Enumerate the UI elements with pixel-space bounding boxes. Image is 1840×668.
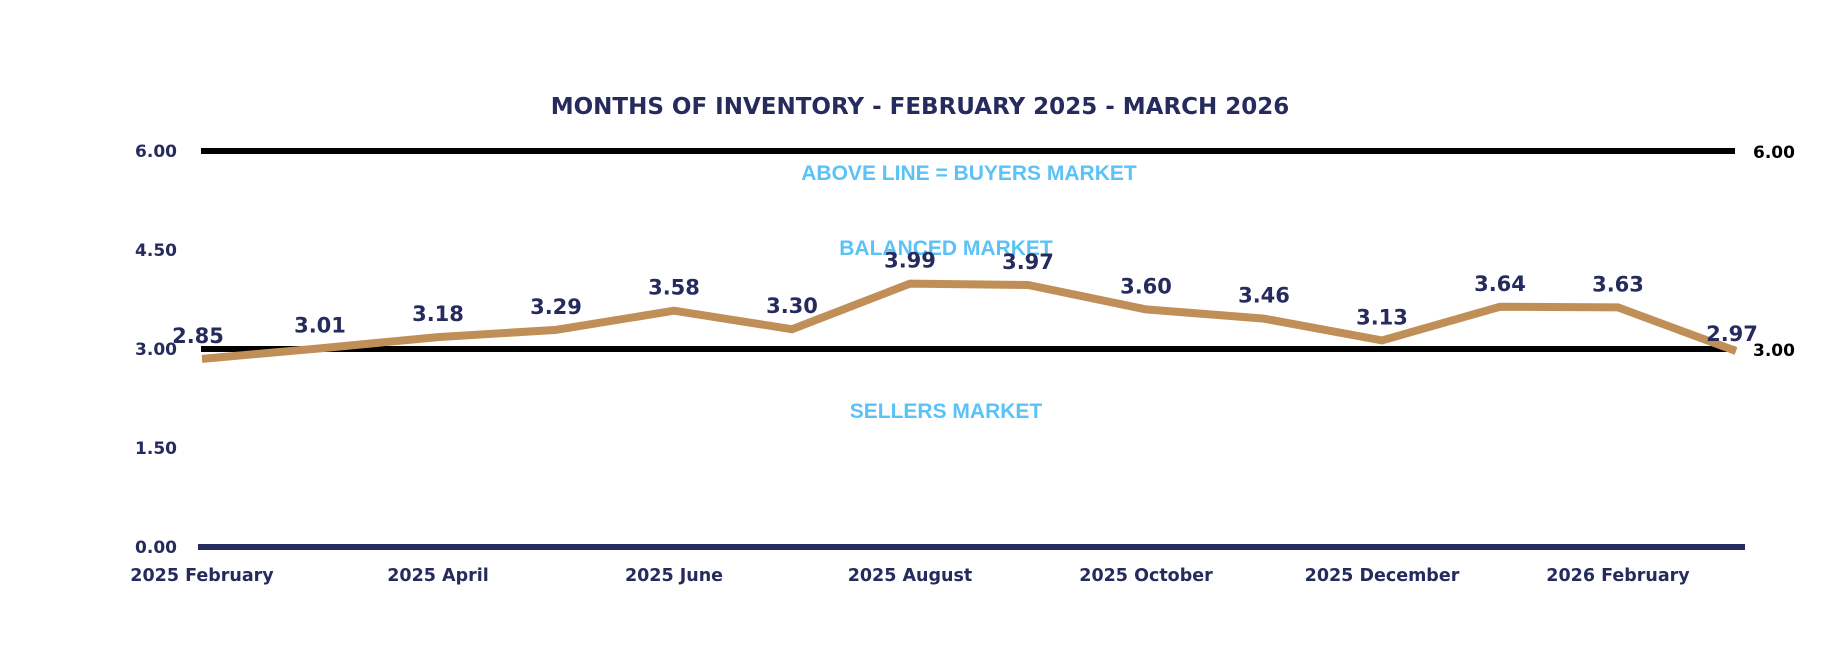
data-label: 3.13: [1356, 305, 1408, 329]
x-tick-label: 2025 October: [1079, 566, 1213, 586]
data-label: 3.97: [1002, 250, 1054, 274]
data-labels: 2.85 3.01 3.18 3.29 3.58 3.30 3.99 3.97 3.60 3.46…: [172, 249, 1758, 348]
data-label: 3.99: [884, 249, 936, 273]
data-label: 3.60: [1120, 274, 1172, 298]
data-label: 3.29: [530, 295, 582, 319]
x-tick-label: 2025 April: [387, 566, 489, 586]
data-label: 3.64: [1474, 272, 1526, 296]
y-tick-label: 4.50: [135, 241, 177, 261]
y-axis-right: 3.00 6.00: [1753, 143, 1795, 361]
x-tick-label: 2025 December: [1305, 566, 1460, 586]
y-tick-label: 0.00: [135, 538, 177, 558]
x-tick-label: 2025 August: [848, 566, 973, 586]
x-tick-label: 2025 June: [625, 566, 723, 586]
buyers-market-label: ABOVE LINE = BUYERS MARKET: [801, 162, 1137, 185]
balanced-market-label: BALANCED MARKET: [839, 237, 1053, 260]
data-label: 2.97: [1706, 322, 1758, 346]
data-label: 3.58: [648, 276, 700, 300]
y-tick-label: 6.00: [135, 142, 177, 162]
y-tick-label-right: 3.00: [1753, 341, 1795, 361]
data-label: 3.30: [766, 294, 818, 318]
chart-title: MONTHS OF INVENTORY - FEBRUARY 2025 - MA…: [551, 94, 1290, 120]
x-axis: 2025 February 2025 April 2025 June 2025 Aug…: [130, 566, 1690, 586]
y-tick-label: 1.50: [135, 439, 177, 459]
series-line: [201, 279, 1738, 363]
data-label: 2.85: [172, 324, 224, 348]
sellers-market-label: SELLERS MARKET: [850, 400, 1043, 423]
y-axis-left: 0.00 1.50 3.00 4.50 6.00: [135, 142, 177, 558]
x-tick-label: 2025 February: [130, 566, 274, 586]
x-tick-label: 2026 February: [1546, 566, 1690, 586]
data-label: 3.01: [294, 313, 346, 337]
y-tick-label: 3.00: [135, 340, 177, 360]
data-label: 3.18: [412, 302, 464, 326]
y-tick-label-right: 6.00: [1753, 143, 1795, 163]
market-zone-annotations: ABOVE LINE = BUYERS MARKET BALANCED MARK…: [801, 162, 1137, 423]
inventory-series: [201, 279, 1738, 363]
reference-lines: [198, 148, 1745, 550]
data-label: 3.46: [1238, 284, 1290, 308]
data-label: 3.63: [1592, 272, 1644, 296]
